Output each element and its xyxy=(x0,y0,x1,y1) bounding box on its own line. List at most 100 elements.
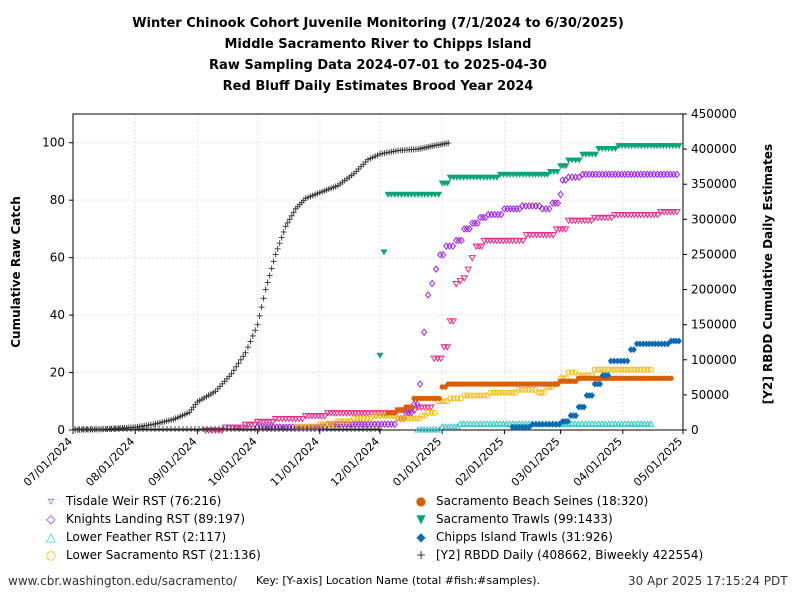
data-point xyxy=(468,255,477,262)
data-point xyxy=(376,352,384,359)
data-point xyxy=(485,210,492,219)
data-point xyxy=(647,170,654,179)
data-point xyxy=(615,170,622,179)
data-point xyxy=(607,214,616,222)
legend-label: Lower Feather RST (2:117) xyxy=(66,530,227,544)
data-point xyxy=(429,279,436,288)
legend-entry: ◇ Knights Landing RST (89:197) xyxy=(44,512,245,526)
data-point xyxy=(474,219,481,227)
data-point xyxy=(658,340,665,348)
data-point xyxy=(338,418,345,425)
x-tick-label: 05/01/2025 xyxy=(631,435,685,489)
data-point xyxy=(546,420,553,428)
data-point xyxy=(667,170,674,179)
data-point xyxy=(464,266,473,274)
data-point xyxy=(597,380,604,388)
data-point xyxy=(407,415,414,422)
data-point xyxy=(427,404,435,411)
data-point xyxy=(410,415,417,422)
chart-subtitle-3: Red Bluff Daily Estimates Brood Year 202… xyxy=(222,79,534,94)
data-point xyxy=(608,366,615,373)
data-point xyxy=(595,170,603,179)
data-point xyxy=(605,371,612,379)
y2-tick-label: 200000 xyxy=(691,283,737,297)
data-point xyxy=(612,170,619,179)
data-point xyxy=(660,170,667,179)
data-point xyxy=(380,249,388,256)
legend-label: Chipps Island Trawls (31:926) xyxy=(436,530,613,544)
data-point xyxy=(428,409,435,416)
data-point xyxy=(675,143,683,150)
data-point xyxy=(631,366,638,373)
y2-tick-label: 50000 xyxy=(691,388,729,402)
data-point xyxy=(633,340,640,348)
data-point xyxy=(624,170,632,179)
data-point xyxy=(544,171,552,178)
data-point xyxy=(367,415,374,422)
data-point xyxy=(334,418,341,425)
data-point xyxy=(549,420,556,428)
data-point xyxy=(381,420,388,429)
legend-label: [Y2] RBDD Daily (408662, Biweekly 422554… xyxy=(436,548,704,562)
data-point xyxy=(614,357,621,365)
data-point xyxy=(444,180,452,187)
data-point xyxy=(477,392,484,399)
data-point xyxy=(614,366,621,373)
data-point xyxy=(250,421,259,429)
data-point xyxy=(617,357,624,365)
data-point xyxy=(525,386,532,393)
data-point xyxy=(654,170,661,179)
data-point xyxy=(589,170,596,179)
data-point xyxy=(532,202,540,210)
y-tick-label: 0 xyxy=(57,423,65,437)
y-tick-label: 40 xyxy=(50,308,65,322)
data-point xyxy=(637,366,644,373)
y2-tick-label: 350000 xyxy=(691,177,737,191)
data-point xyxy=(557,190,564,199)
data-point xyxy=(519,423,526,431)
data-point xyxy=(663,170,671,179)
data-point xyxy=(509,423,516,431)
data-point xyxy=(552,420,559,428)
data-point xyxy=(425,291,432,299)
x-tick-label: 12/01/2024 xyxy=(328,435,382,489)
y2-axis-label: [Y2] RBDD Cumulative Daily Estimates xyxy=(761,144,775,404)
legend-entry: ○ Lower Sacramento RST (21:136) xyxy=(44,548,261,562)
data-point xyxy=(646,340,653,348)
data-point xyxy=(460,275,469,282)
data-point xyxy=(602,170,609,179)
data-point xyxy=(565,369,572,376)
data-point xyxy=(634,170,641,179)
y2-tick-label: 150000 xyxy=(691,318,737,332)
legend-marker-icon: ○ xyxy=(45,548,57,562)
data-point xyxy=(611,366,618,373)
data-point xyxy=(618,366,625,373)
data-point xyxy=(373,412,380,419)
data-point xyxy=(655,340,662,348)
data-point xyxy=(456,278,465,285)
data-point xyxy=(624,366,631,373)
data-point xyxy=(526,202,533,210)
data-point xyxy=(398,415,405,422)
data-point xyxy=(549,199,556,207)
legend-label: Knights Landing RST (89:197) xyxy=(66,512,246,526)
data-point xyxy=(644,366,651,373)
data-point xyxy=(467,392,474,399)
data-point xyxy=(522,386,529,393)
legend-entry: ◆ Chipps Island Trawls (31:926) xyxy=(414,530,613,544)
legend-marker-icon: + xyxy=(415,548,427,562)
legend-marker-icon: ◆ xyxy=(416,530,426,544)
data-point xyxy=(461,392,468,399)
data-point xyxy=(549,232,558,239)
data-point xyxy=(457,395,464,402)
data-point xyxy=(592,170,599,179)
legend-label: Sacramento Trawls (99:1433) xyxy=(436,512,613,526)
data-point xyxy=(304,424,311,431)
data-point xyxy=(575,157,583,164)
footer-site-link[interactable]: www.cbr.washington.edu/sacramento/ xyxy=(8,574,237,588)
data-point xyxy=(512,389,519,396)
data-point xyxy=(598,366,605,373)
legend-entry: + [Y2] RBDD Daily (408662, Biweekly 42255… xyxy=(414,548,703,562)
data-point xyxy=(636,340,643,348)
